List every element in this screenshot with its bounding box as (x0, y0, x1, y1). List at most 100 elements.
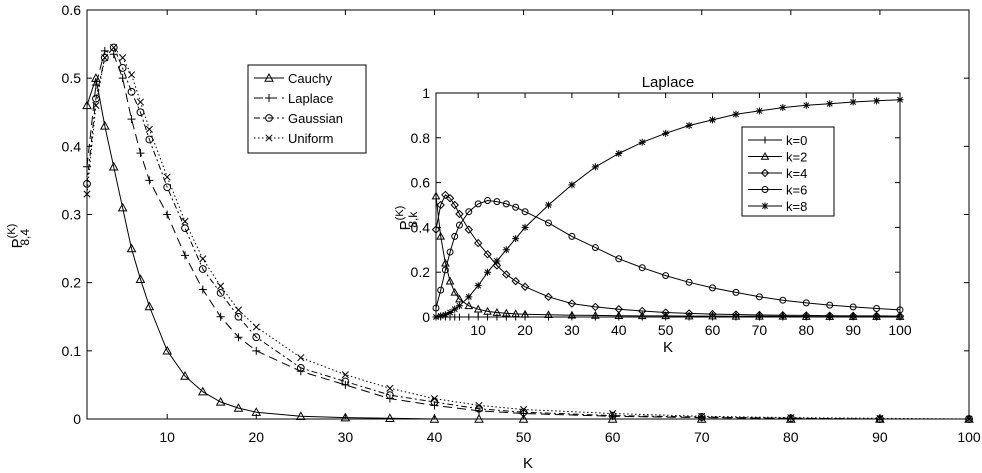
data-point (217, 282, 225, 290)
y-tick-label: 0 (73, 411, 81, 427)
data-point (441, 266, 449, 274)
data-point (493, 198, 501, 206)
data-point (873, 97, 881, 105)
data-point (252, 346, 261, 355)
x-tick-label: 80 (783, 429, 799, 445)
y-tick-label: 0.3 (62, 207, 82, 223)
legend-label: Cauchy (288, 71, 333, 86)
data-point (126, 243, 137, 253)
data-point (709, 116, 717, 124)
inset-plot: Laplace 10 20 30 40 50 60 70 80 90 100 0 0.2 0.4 0.6… (394, 74, 912, 356)
data-point (234, 312, 243, 321)
data-point (446, 309, 454, 317)
data-point (216, 312, 225, 321)
data-point (755, 310, 764, 320)
inset-legend-box (741, 126, 835, 217)
x-tick-label: 90 (872, 429, 888, 445)
data-point (849, 98, 857, 106)
legend-label: k=4 (786, 166, 807, 181)
data-point (82, 100, 92, 110)
y-tick-label: 0.4 (62, 138, 82, 154)
data-point (465, 208, 473, 216)
data-point (163, 183, 172, 192)
data-point (144, 301, 155, 311)
data-point (252, 323, 260, 331)
data-point (492, 307, 502, 316)
data-point (136, 98, 145, 106)
main-x-axis-label: K (523, 455, 533, 472)
data-point (778, 311, 788, 320)
series-line (435, 194, 901, 317)
data-point (473, 304, 483, 313)
series-uniform (83, 43, 973, 423)
data-point (386, 391, 394, 400)
main-series-layer (82, 43, 974, 423)
legend-label: k=8 (786, 199, 807, 214)
data-point (826, 301, 834, 309)
data-point (483, 306, 492, 315)
inset-x-axis-label: K (663, 339, 673, 356)
data-point (136, 108, 145, 117)
data-point (848, 311, 858, 321)
data-point (295, 411, 306, 420)
data-point (145, 125, 153, 133)
data-point (446, 248, 454, 256)
data-point (92, 94, 100, 103)
data-point (662, 129, 670, 137)
data-point (100, 53, 109, 62)
y-tick-label: 0.4 (411, 219, 431, 235)
inset-title: Laplace (642, 74, 695, 91)
data-point (502, 270, 511, 279)
data-point (136, 149, 145, 158)
series-gaussian (83, 43, 973, 423)
data-point (110, 43, 118, 52)
data-point (233, 403, 244, 412)
data-point (127, 115, 136, 124)
y-tick-label: 0.5 (62, 70, 82, 86)
inset-x-ticks: 10 20 30 40 50 60 70 80 90 100 (470, 93, 912, 338)
x-tick-label: 10 (159, 429, 175, 445)
data-point (965, 415, 973, 423)
data-point (876, 415, 884, 423)
data-point (441, 311, 449, 319)
data-point (455, 302, 463, 310)
x-tick-label: 50 (658, 322, 674, 338)
data-point (474, 413, 484, 423)
data-point (544, 201, 552, 209)
data-point (708, 309, 717, 319)
data-point (614, 304, 623, 314)
data-point (455, 313, 463, 321)
data-point (83, 190, 91, 198)
series-line (435, 195, 900, 318)
data-point (483, 250, 492, 259)
data-point (436, 200, 445, 210)
data-point (502, 246, 510, 254)
y-tick-label: 0.1 (62, 343, 82, 359)
data-point (431, 225, 441, 234)
data-point (162, 345, 173, 355)
data-point (872, 311, 881, 321)
data-point (779, 296, 787, 304)
legend-label: Laplace (288, 91, 334, 106)
data-point (437, 312, 445, 320)
data-point (568, 313, 576, 321)
x-tick-label: 40 (427, 429, 443, 445)
x-tick-label: 60 (605, 429, 621, 445)
y-tick-label: 0.2 (411, 264, 431, 280)
data-point (341, 371, 349, 379)
data-point (493, 313, 501, 321)
inset-y-axis-label: P(K)8,k (394, 206, 420, 231)
data-point (568, 181, 576, 189)
data-point (83, 179, 91, 188)
data-point (755, 107, 763, 115)
data-point (591, 244, 599, 252)
data-point (341, 377, 350, 386)
main-y-label-sub: 8,4 (18, 229, 32, 246)
y-tick-label: 0.6 (62, 2, 82, 18)
data-point (437, 286, 445, 294)
data-point (520, 309, 530, 318)
y-tick-label: 1 (422, 85, 430, 101)
series-line (435, 199, 901, 311)
data-point (684, 309, 694, 318)
